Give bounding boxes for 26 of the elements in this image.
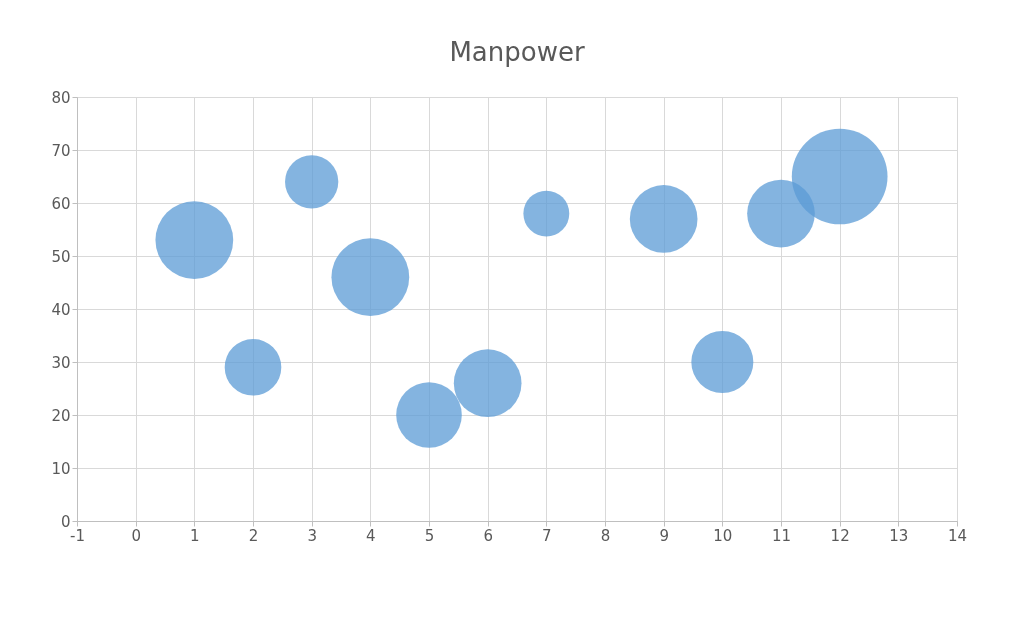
y-tick-label: 20 <box>51 406 71 425</box>
x-tick-label: 11 <box>771 526 792 545</box>
x-tick-label: 0 <box>131 526 141 545</box>
x-tick-label: 3 <box>307 526 317 545</box>
x-tick-label: 1 <box>190 526 200 545</box>
x-tick-label: 8 <box>600 526 611 545</box>
y-tick-label: 80 <box>51 88 71 107</box>
x-tick-label: 9 <box>659 526 669 545</box>
x-tick-label: 6 <box>483 526 493 545</box>
chart-title: Manpower <box>449 37 585 67</box>
y-tick-label: 50 <box>51 247 71 266</box>
x-tick-label: 13 <box>889 526 909 545</box>
x-tick-label: 10 <box>713 526 733 545</box>
y-tick-label: 60 <box>51 194 71 213</box>
x-tick-label: 12 <box>830 526 850 545</box>
y-tick-label: 0 <box>60 512 71 531</box>
y-tick-label: 30 <box>51 353 71 372</box>
y-tick-label: 10 <box>51 459 71 478</box>
x-tick-label: 14 <box>947 526 968 545</box>
x-tick-label: 5 <box>424 526 435 545</box>
x-tick-label: 4 <box>366 526 376 545</box>
x-tick-label: 7 <box>542 526 552 545</box>
y-tick-label: 70 <box>51 141 71 160</box>
x-tick-label: -1 <box>70 526 85 545</box>
y-tick-label: 40 <box>51 300 71 319</box>
x-tick-label: 2 <box>248 526 259 545</box>
